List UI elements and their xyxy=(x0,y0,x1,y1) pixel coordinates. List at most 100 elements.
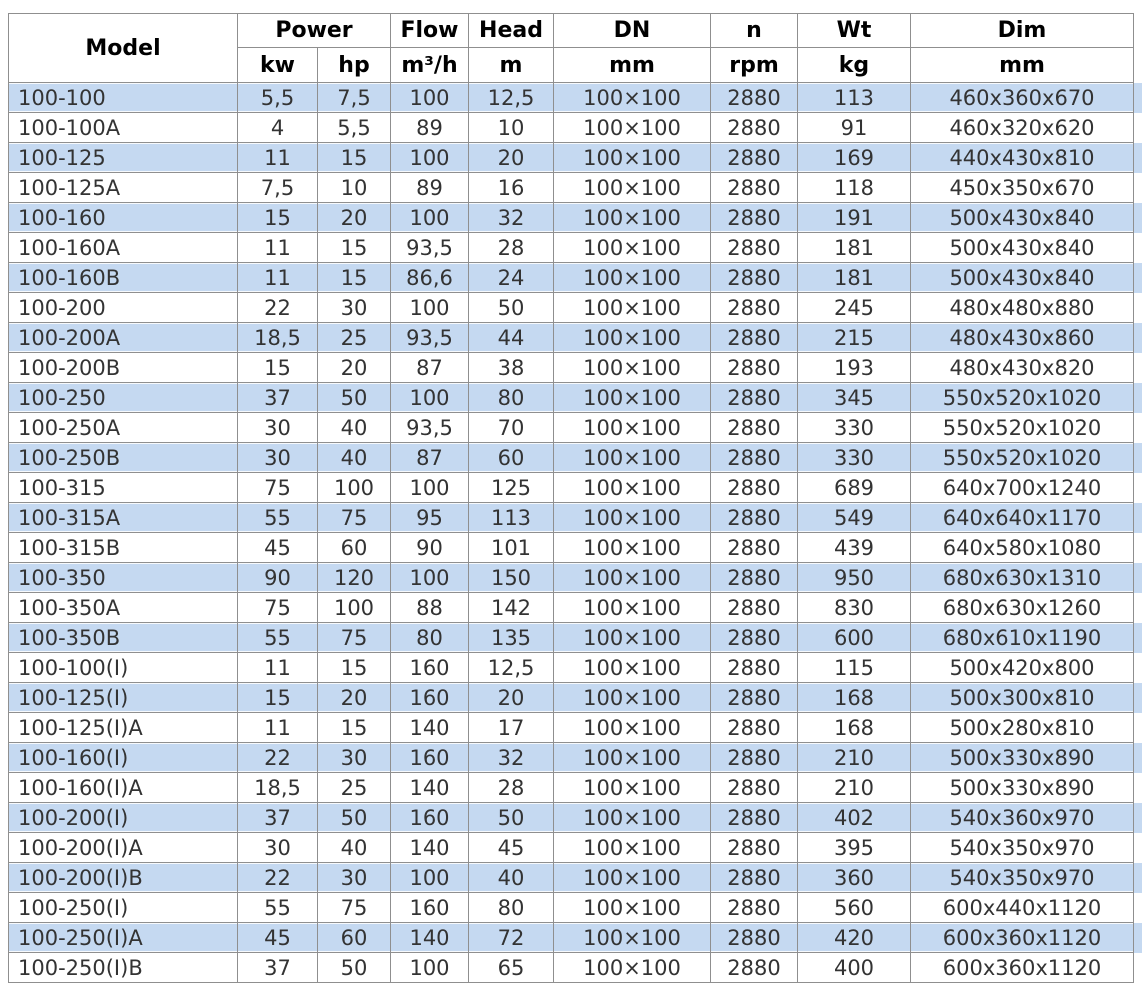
cell-dn: 100×100 xyxy=(553,262,711,293)
col-header-weight: Wt xyxy=(797,13,911,48)
cell-speed: 2880 xyxy=(710,862,798,893)
cell-head: 20 xyxy=(468,682,554,713)
cell-flow: 86,6 xyxy=(390,262,469,293)
cell-flow: 93,5 xyxy=(390,322,469,353)
table-row: 100-100 5,5 7,5 100 12,5 100×100 2880 11… xyxy=(8,82,1142,113)
cell-dn: 100×100 xyxy=(553,892,711,923)
table-row: 100-315A 55 75 95 113 100×100 2880 549 6… xyxy=(8,502,1142,533)
cell-dim: 460x320x620 xyxy=(910,112,1134,143)
cell-dn: 100×100 xyxy=(553,202,711,233)
table-row: 100-200A 18,5 25 93,5 44 100×100 2880 21… xyxy=(8,322,1142,353)
cell-flow: 93,5 xyxy=(390,412,469,443)
cell-dn: 100×100 xyxy=(553,532,711,563)
col-header-flow: Flow xyxy=(390,13,469,48)
cell-dim: 640x580x1080 xyxy=(910,532,1134,563)
cell-weight: 168 xyxy=(797,712,911,743)
cell-head: 142 xyxy=(468,592,554,623)
table-row: 100-315B 45 60 90 101 100×100 2880 439 6… xyxy=(8,532,1142,563)
cell-head: 24 xyxy=(468,262,554,293)
cell-weight: 330 xyxy=(797,442,911,473)
cell-flow: 87 xyxy=(390,442,469,473)
row-overflow-strip xyxy=(1133,292,1142,323)
cell-model: 100-100A xyxy=(8,112,238,143)
table-row: 100-250(I) 55 75 160 80 100×100 2880 560… xyxy=(8,892,1142,923)
cell-flow: 140 xyxy=(390,922,469,953)
cell-dim: 600x360x1120 xyxy=(910,922,1134,953)
cell-dim: 500x430x840 xyxy=(910,202,1134,233)
cell-speed: 2880 xyxy=(710,832,798,863)
row-overflow-strip xyxy=(1133,652,1142,683)
cell-head: 28 xyxy=(468,232,554,263)
cell-dim: 480x430x820 xyxy=(910,352,1134,383)
cell-weight: 560 xyxy=(797,892,911,923)
table-row: 100-250 37 50 100 80 100×100 2880 345 55… xyxy=(8,382,1142,413)
cell-power-kw: 15 xyxy=(237,682,318,713)
cell-model: 100-200A xyxy=(8,322,238,353)
cell-dim: 500x330x890 xyxy=(910,742,1134,773)
cell-flow: 140 xyxy=(390,832,469,863)
cell-model: 100-100 xyxy=(8,82,238,113)
unit-header-dim: mm xyxy=(910,47,1134,83)
cell-power-hp: 75 xyxy=(317,502,391,533)
cell-dn: 100×100 xyxy=(553,922,711,953)
cell-head: 72 xyxy=(468,922,554,953)
cell-head: 150 xyxy=(468,562,554,593)
cell-flow: 160 xyxy=(390,892,469,923)
cell-power-hp: 20 xyxy=(317,352,391,383)
cell-flow: 100 xyxy=(390,292,469,323)
cell-power-kw: 15 xyxy=(237,202,318,233)
cell-flow: 140 xyxy=(390,712,469,743)
cell-power-kw: 55 xyxy=(237,892,318,923)
cell-power-hp: 40 xyxy=(317,442,391,473)
cell-dn: 100×100 xyxy=(553,292,711,323)
row-overflow-strip xyxy=(1133,112,1142,143)
cell-weight: 950 xyxy=(797,562,911,593)
row-overflow-strip xyxy=(1133,442,1142,473)
cell-head: 38 xyxy=(468,352,554,383)
cell-power-hp: 100 xyxy=(317,472,391,503)
cell-flow: 100 xyxy=(390,472,469,503)
cell-power-hp: 10 xyxy=(317,172,391,203)
unit-header-flow: m³/h xyxy=(390,47,469,83)
cell-speed: 2880 xyxy=(710,682,798,713)
cell-dim: 500x280x810 xyxy=(910,712,1134,743)
unit-header-kw: kw xyxy=(237,47,318,83)
cell-dim: 680x610x1190 xyxy=(910,622,1134,653)
cell-speed: 2880 xyxy=(710,202,798,233)
cell-power-hp: 5,5 xyxy=(317,112,391,143)
row-overflow-strip xyxy=(1133,562,1142,593)
cell-head: 12,5 xyxy=(468,82,554,113)
col-header-speed: n xyxy=(710,13,798,48)
cell-flow: 160 xyxy=(390,682,469,713)
table-row: 100-160(I)A 18,5 25 140 28 100×100 2880 … xyxy=(8,772,1142,803)
table-row: 100-125A 7,5 10 89 16 100×100 2880 118 4… xyxy=(8,172,1142,203)
col-header-power: Power xyxy=(237,13,391,48)
table-row: 100-125 11 15 100 20 100×100 2880 169 44… xyxy=(8,142,1142,173)
cell-power-kw: 55 xyxy=(237,622,318,653)
cell-weight: 191 xyxy=(797,202,911,233)
table-row: 100-350A 75 100 88 142 100×100 2880 830 … xyxy=(8,592,1142,623)
cell-model: 100-160A xyxy=(8,232,238,263)
cell-power-hp: 7,5 xyxy=(317,82,391,113)
cell-dn: 100×100 xyxy=(553,112,711,143)
table-row: 100-315 75 100 100 125 100×100 2880 689 … xyxy=(8,472,1142,503)
cell-head: 60 xyxy=(468,442,554,473)
cell-dim: 480x480x880 xyxy=(910,292,1134,323)
cell-flow: 93,5 xyxy=(390,232,469,263)
cell-model: 100-315 xyxy=(8,472,238,503)
cell-power-hp: 25 xyxy=(317,772,391,803)
row-overflow-strip xyxy=(1133,592,1142,623)
cell-power-hp: 20 xyxy=(317,202,391,233)
cell-speed: 2880 xyxy=(710,952,798,983)
cell-speed: 2880 xyxy=(710,82,798,113)
table-row: 100-160 15 20 100 32 100×100 2880 191 50… xyxy=(8,202,1142,233)
table-row: 100-160(I) 22 30 160 32 100×100 2880 210… xyxy=(8,742,1142,773)
col-header-dim: Dim xyxy=(910,13,1134,48)
cell-model: 100-315B xyxy=(8,532,238,563)
cell-weight: 210 xyxy=(797,742,911,773)
cell-speed: 2880 xyxy=(710,442,798,473)
cell-power-kw: 75 xyxy=(237,592,318,623)
row-overflow-strip xyxy=(1133,142,1142,173)
row-overflow-strip xyxy=(1133,202,1142,233)
cell-head: 80 xyxy=(468,382,554,413)
